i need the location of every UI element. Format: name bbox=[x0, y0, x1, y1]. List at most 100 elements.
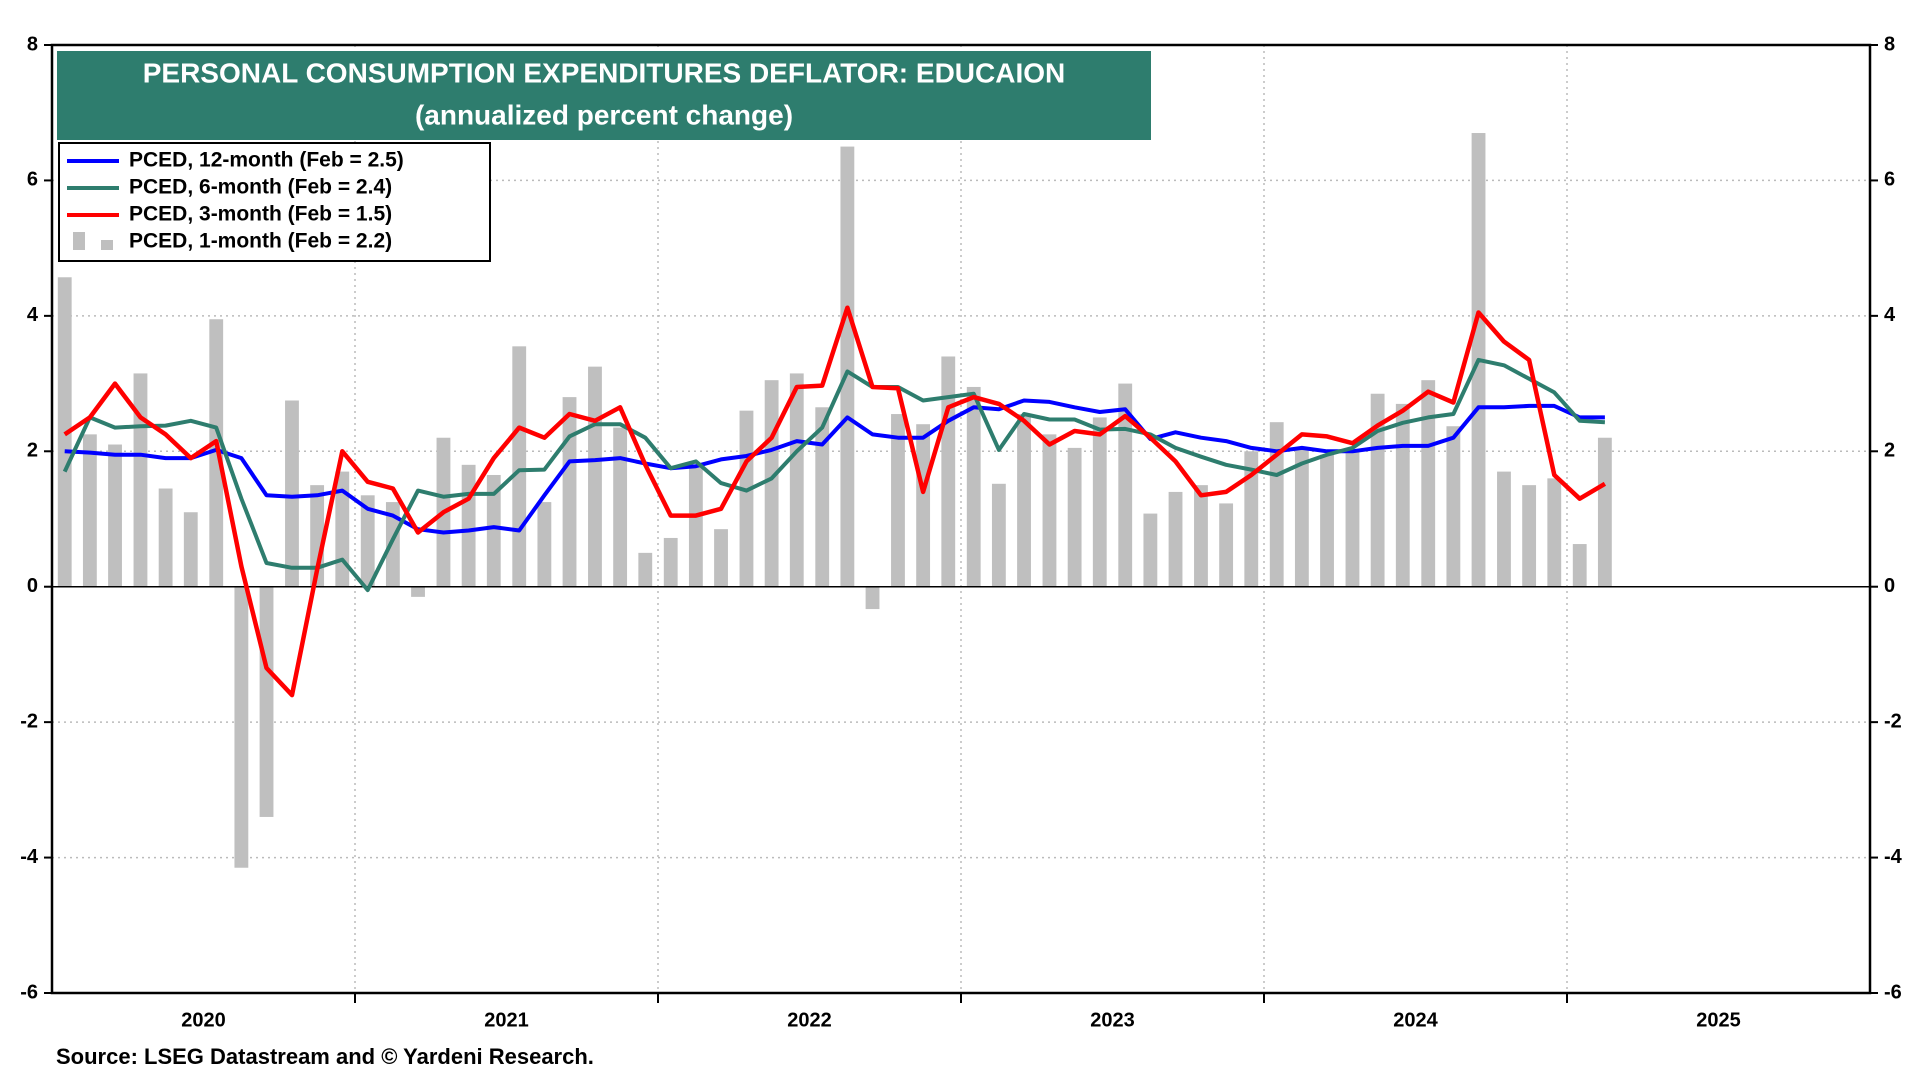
bar bbox=[688, 464, 703, 587]
bar bbox=[108, 444, 122, 587]
bar bbox=[916, 424, 931, 587]
y-tick-label: 8 bbox=[27, 33, 38, 55]
bar bbox=[588, 366, 602, 587]
x-tick-label: 2021 bbox=[484, 1009, 529, 1031]
bar bbox=[840, 146, 855, 587]
bar bbox=[714, 529, 728, 587]
bar bbox=[1042, 434, 1057, 587]
bar bbox=[411, 586, 425, 597]
x-tick-label: 2025 bbox=[1696, 1009, 1741, 1031]
bar bbox=[133, 373, 148, 587]
x-tick-label: 2023 bbox=[1090, 1009, 1135, 1031]
chart-title: PERSONAL CONSUMPTION EXPENDITURES DEFLAT… bbox=[143, 57, 1066, 88]
y-tick-label: -2 bbox=[20, 710, 38, 732]
y2-tick-label: 6 bbox=[1884, 169, 1895, 191]
bar bbox=[1320, 454, 1334, 587]
bar bbox=[1294, 447, 1309, 587]
y-tick-label: 0 bbox=[27, 575, 38, 597]
bar bbox=[158, 488, 173, 587]
bar bbox=[259, 586, 274, 817]
chart-subtitle: (annualized percent change) bbox=[415, 99, 793, 130]
bar bbox=[486, 474, 501, 587]
bar bbox=[941, 356, 956, 587]
bar bbox=[1017, 414, 1031, 587]
line-series bbox=[62, 357, 1606, 593]
line-series bbox=[64, 398, 1605, 535]
bar bbox=[1421, 380, 1436, 587]
bar bbox=[1143, 513, 1158, 587]
bar bbox=[360, 495, 375, 587]
bar bbox=[1219, 503, 1234, 587]
y2-tick-label: 0 bbox=[1884, 575, 1895, 597]
y2-tick-label: -6 bbox=[1884, 981, 1902, 1003]
bar bbox=[1269, 422, 1284, 587]
x-tick-label: 2022 bbox=[787, 1009, 832, 1031]
bar bbox=[1395, 403, 1410, 587]
legend: PCED, 12-month (Feb = 2.5) PCED, 6-month … bbox=[58, 142, 491, 262]
bar bbox=[385, 502, 400, 587]
bar bbox=[764, 380, 779, 587]
bar bbox=[234, 586, 249, 868]
y-tick-label: 2 bbox=[27, 440, 38, 462]
bar bbox=[1370, 393, 1385, 587]
y2-tick-label: -4 bbox=[1884, 846, 1903, 868]
bar bbox=[1194, 485, 1208, 587]
bar bbox=[82, 434, 97, 587]
bar bbox=[638, 552, 653, 587]
bar bbox=[512, 346, 527, 587]
bar bbox=[1244, 451, 1259, 587]
legend-swatch bbox=[101, 240, 113, 250]
plot-frame bbox=[50, 43, 1872, 995]
source-note: Source: LSEG Datastream and © Yardeni Re… bbox=[56, 1044, 594, 1069]
bar bbox=[1547, 478, 1562, 587]
x-tick-label: 2024 bbox=[1393, 1009, 1438, 1031]
bar bbox=[613, 427, 628, 587]
bar bbox=[1497, 471, 1511, 587]
bar bbox=[1092, 417, 1107, 587]
legend-label: PCED, 6-month (Feb = 2.4) bbox=[129, 176, 392, 199]
bar bbox=[209, 319, 224, 587]
y-tick-label: -4 bbox=[20, 846, 39, 868]
bar bbox=[1168, 491, 1183, 587]
bar bbox=[1345, 451, 1360, 587]
y2-tick-label: -2 bbox=[1884, 710, 1902, 732]
bar bbox=[1522, 485, 1537, 587]
bar bbox=[815, 407, 830, 587]
bar bbox=[1446, 426, 1461, 587]
title-box bbox=[57, 51, 1151, 140]
y2-tick-label: 2 bbox=[1884, 440, 1895, 462]
y2-tick-label: 8 bbox=[1884, 33, 1895, 55]
bar bbox=[891, 414, 905, 587]
legend-label: PCED, 12-month (Feb = 2.5) bbox=[129, 149, 404, 172]
bar bbox=[285, 400, 299, 587]
y-tick-label: -6 bbox=[20, 981, 38, 1003]
bar bbox=[739, 410, 754, 587]
bar bbox=[789, 373, 804, 587]
bar bbox=[1118, 383, 1133, 587]
bar bbox=[991, 483, 1006, 587]
legend-label: PCED, 1-month (Feb = 2.2) bbox=[129, 230, 392, 253]
line-series bbox=[63, 305, 1607, 698]
legend-box bbox=[58, 142, 491, 262]
y-tick-label: 6 bbox=[27, 169, 38, 191]
bar bbox=[966, 386, 981, 587]
bar bbox=[865, 586, 880, 610]
bar bbox=[1067, 447, 1082, 587]
background-layer: -6 -6 -4 -4 -2 -2 0 0 2 2 4 4 6 6 8 8 2020 2021 2022 2023 20… bbox=[20, 33, 1902, 1031]
marks-layer bbox=[50, 43, 1872, 995]
bar bbox=[1597, 437, 1612, 587]
x-tick-label: 2020 bbox=[181, 1009, 226, 1031]
legend-label: PCED, 3-month (Feb = 1.5) bbox=[129, 203, 392, 226]
y-tick-label: 4 bbox=[27, 304, 39, 326]
bar bbox=[1572, 544, 1587, 587]
legend-swatch bbox=[73, 232, 85, 250]
bar bbox=[562, 397, 577, 587]
bar bbox=[537, 502, 552, 587]
bar bbox=[335, 471, 350, 587]
y2-tick-label: 4 bbox=[1884, 304, 1896, 326]
bar bbox=[461, 464, 476, 587]
bar bbox=[663, 537, 678, 587]
bar bbox=[183, 512, 198, 587]
